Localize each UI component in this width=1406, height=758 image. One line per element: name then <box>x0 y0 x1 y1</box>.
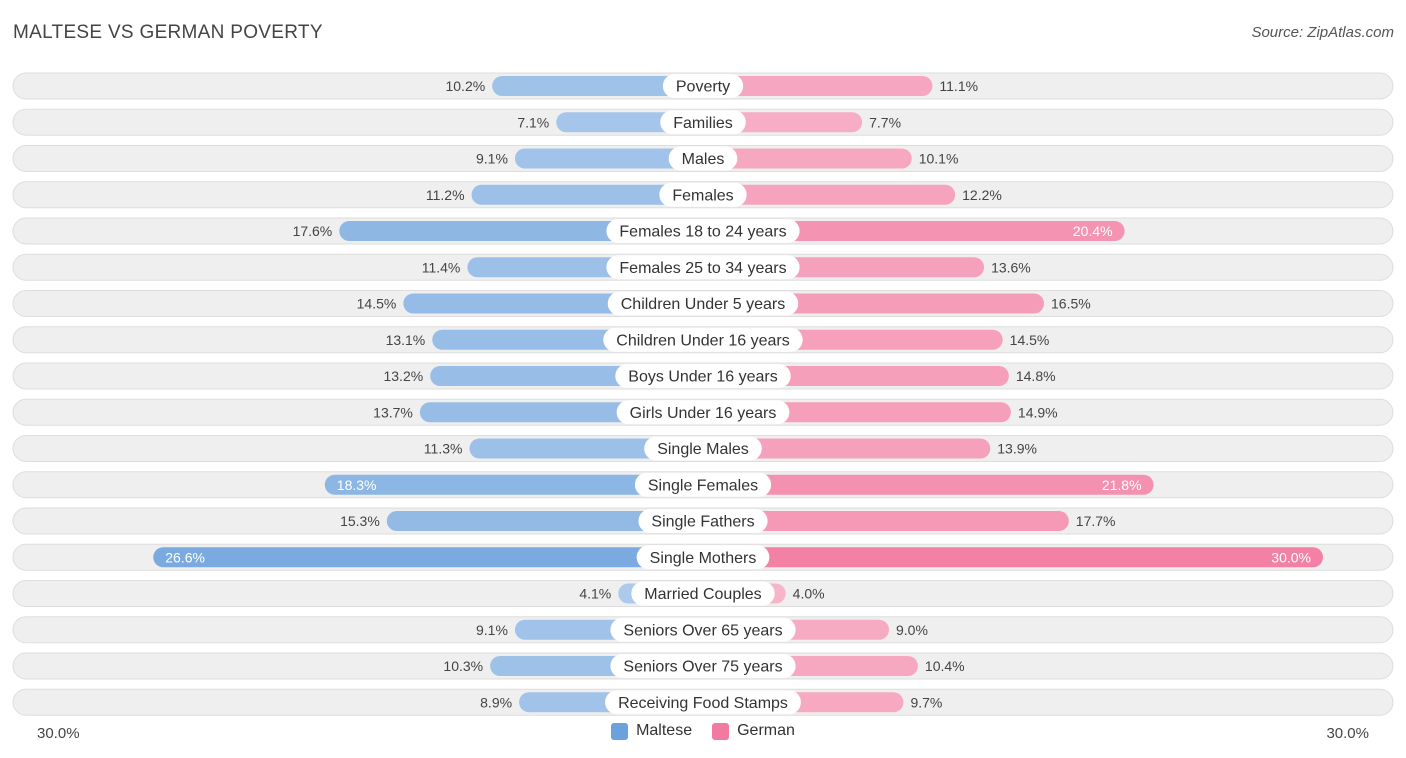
category-label: Children Under 5 years <box>621 296 786 313</box>
category-label: Females 25 to 34 years <box>619 260 786 277</box>
category-pill <box>634 472 772 497</box>
value-label-maltese: 13.2% <box>383 368 423 384</box>
bar-german <box>703 76 933 96</box>
value-label-german: 30.0% <box>1271 549 1311 565</box>
bar-german <box>703 148 912 169</box>
value-label-maltese: 4.1% <box>579 586 611 602</box>
value-label-german: 7.7% <box>869 114 901 130</box>
category-label: Single Males <box>657 441 749 458</box>
value-label-maltese: 9.1% <box>476 622 508 638</box>
category-pill <box>659 182 747 207</box>
category-label: Single Fathers <box>651 514 754 531</box>
value-label-maltese: 13.7% <box>373 404 413 420</box>
value-label-maltese: 15.3% <box>340 513 380 529</box>
value-label-german: 14.8% <box>1016 368 1056 384</box>
category-pill <box>607 291 799 316</box>
bar-maltese <box>386 511 703 531</box>
category-pill <box>603 327 803 352</box>
value-label-german: 9.7% <box>910 694 942 710</box>
category-label: Girls Under 16 years <box>630 405 777 422</box>
bar-maltese <box>469 438 703 459</box>
legend-item-maltese: Maltese <box>611 722 692 740</box>
category-pill <box>605 690 801 715</box>
bar-maltese <box>514 148 703 169</box>
category-pill <box>638 509 768 533</box>
value-label-german: 13.6% <box>991 259 1031 275</box>
value-label-maltese: 10.2% <box>445 78 485 94</box>
value-label-german: 4.0% <box>793 586 825 602</box>
category-label: Married Couples <box>644 586 761 603</box>
value-label-maltese: 9.1% <box>476 151 508 167</box>
legend-label-german: German <box>737 722 795 739</box>
bar-german <box>703 184 956 205</box>
value-label-maltese: 8.9% <box>480 694 512 710</box>
category-label: Poverty <box>676 79 730 96</box>
bar-maltese <box>153 547 703 568</box>
category-label: Females 18 to 24 years <box>619 224 786 241</box>
value-label-maltese: 14.5% <box>357 296 397 312</box>
category-label: Boys Under 16 years <box>628 369 777 386</box>
source-credit: Source: ZipAtlas.com <box>1251 24 1394 41</box>
chart-title: MALTESE VS GERMAN POVERTY <box>13 22 323 43</box>
value-label-german: 11.1% <box>939 78 978 94</box>
category-label: Children Under 16 years <box>616 332 789 349</box>
value-label-maltese: 10.3% <box>443 658 483 674</box>
category-label: Families <box>673 115 733 132</box>
category-label: Seniors Over 65 years <box>623 622 782 639</box>
axis-max-label: 30.0% <box>1326 725 1369 742</box>
legend-swatch-maltese <box>611 722 629 740</box>
legend-swatch-german <box>712 722 730 740</box>
value-label-maltese: 18.3% <box>337 477 377 493</box>
value-label-german: 12.2% <box>962 187 1002 203</box>
category-label: Receiving Food Stamps <box>618 695 788 712</box>
category-label: Single Mothers <box>650 550 757 567</box>
value-label-german: 16.5% <box>1051 296 1091 312</box>
legend-item-german: German <box>712 722 795 740</box>
value-label-german: 20.4% <box>1073 223 1113 239</box>
value-label-german: 10.1% <box>919 151 959 167</box>
bar-maltese <box>471 184 703 205</box>
category-label: Seniors Over 75 years <box>623 659 782 676</box>
bar-german <box>703 547 1323 568</box>
value-label-german: 17.7% <box>1076 513 1116 529</box>
category-pill <box>606 219 800 243</box>
value-label-maltese: 7.1% <box>517 114 549 130</box>
category-label: Single Females <box>648 477 758 494</box>
axis-min-label: 30.0% <box>37 725 80 742</box>
category-pill <box>662 74 744 98</box>
bar-german <box>703 474 1154 495</box>
category-pill <box>616 400 790 425</box>
value-label-maltese: 13.1% <box>386 332 426 348</box>
bar-german <box>703 221 1125 241</box>
bar-maltese <box>324 474 703 495</box>
legend-label-maltese: Maltese <box>636 722 693 739</box>
category-label: Males <box>682 151 725 168</box>
value-label-german: 10.4% <box>925 658 965 674</box>
category-pill <box>668 146 738 171</box>
value-label-german: 13.9% <box>997 441 1037 457</box>
bar-maltese <box>492 76 703 96</box>
category-pill <box>636 545 770 570</box>
category-pill <box>615 364 791 388</box>
bar-german <box>703 511 1069 531</box>
bar-german <box>703 438 991 459</box>
category-pill <box>610 617 796 642</box>
category-pill <box>644 436 762 461</box>
category-pill <box>660 110 746 135</box>
category-pill <box>631 581 775 606</box>
category-pill <box>610 654 796 678</box>
value-label-maltese: 11.2% <box>426 187 465 203</box>
category-pill <box>606 255 800 280</box>
value-label-maltese: 11.4% <box>422 259 461 275</box>
value-label-german: 21.8% <box>1102 477 1142 493</box>
value-label-maltese: 11.3% <box>424 441 463 457</box>
bar-chart: 10.2% 11.1% Poverty 7.1% 7.7% Families 9.1% 10.… <box>12 72 1394 716</box>
value-label-german: 9.0% <box>896 622 928 638</box>
category-label: Females <box>672 187 733 204</box>
legend: Maltese German <box>0 722 1406 740</box>
value-label-german: 14.5% <box>1010 332 1050 348</box>
value-label-maltese: 26.6% <box>165 549 205 565</box>
value-label-maltese: 17.6% <box>293 223 333 239</box>
value-label-german: 14.9% <box>1018 404 1058 420</box>
